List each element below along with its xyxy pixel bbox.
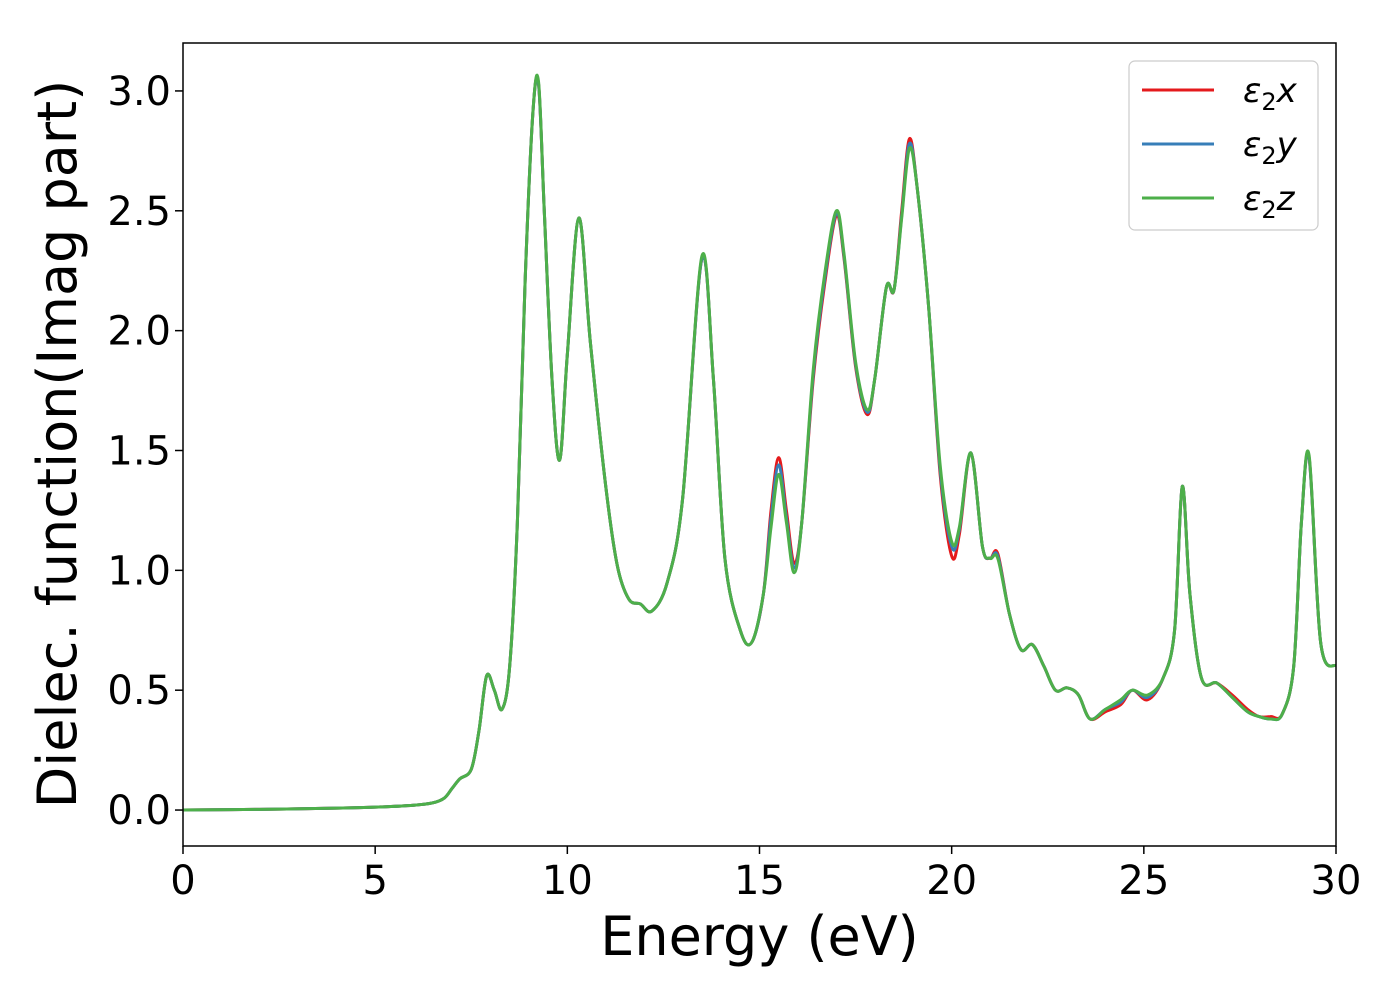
y-tick-label: 0.5 <box>107 668 171 714</box>
legend-label-subscript: 2 <box>1261 142 1276 170</box>
y-axis-ticks: 0.0 0.5 1.0 1.5 2.0 2.5 3.0 <box>107 69 183 834</box>
x-tick-label: 0 <box>170 858 195 904</box>
x-tick-label: 10 <box>542 858 593 904</box>
legend-box <box>1128 60 1319 231</box>
legend-label-var: y <box>1276 125 1298 165</box>
legend-label-base: ε <box>1243 125 1261 165</box>
legend-label-subscript: 2 <box>1261 88 1276 116</box>
x-tick-label: 30 <box>1311 858 1362 904</box>
legend-label-subscript: 2 <box>1261 196 1276 224</box>
legend-label: ε2y <box>1243 125 1298 170</box>
x-axis-label: Energy (eV) <box>600 905 919 968</box>
y-axis-label: Dielec. function(Imag part) <box>26 80 89 809</box>
y-tick-label: 3.0 <box>107 69 171 115</box>
y-tick-label: 1.5 <box>107 428 171 474</box>
x-tick-label: 15 <box>734 858 785 904</box>
legend-label-var: x <box>1276 71 1298 111</box>
series-line-z <box>183 73 1336 812</box>
x-tick-label: 25 <box>1118 858 1169 904</box>
x-axis-ticks: 0 5 10 15 20 25 30 <box>170 846 1361 904</box>
y-tick-label: 0.0 <box>107 788 171 834</box>
x-tick-label: 20 <box>926 858 977 904</box>
y-tick-label: 1.0 <box>107 548 171 594</box>
y-tick-label: 2.0 <box>107 309 171 355</box>
legend-label-base: ε <box>1243 71 1261 111</box>
legend-label: ε2x <box>1243 71 1298 116</box>
legend-label-base: ε <box>1243 179 1261 219</box>
series-layer <box>183 73 1336 812</box>
legend-label: ε2z <box>1243 179 1296 224</box>
x-tick-label: 5 <box>362 858 387 904</box>
y-tick-label: 2.5 <box>107 189 171 235</box>
legend-label-var: z <box>1276 179 1296 219</box>
